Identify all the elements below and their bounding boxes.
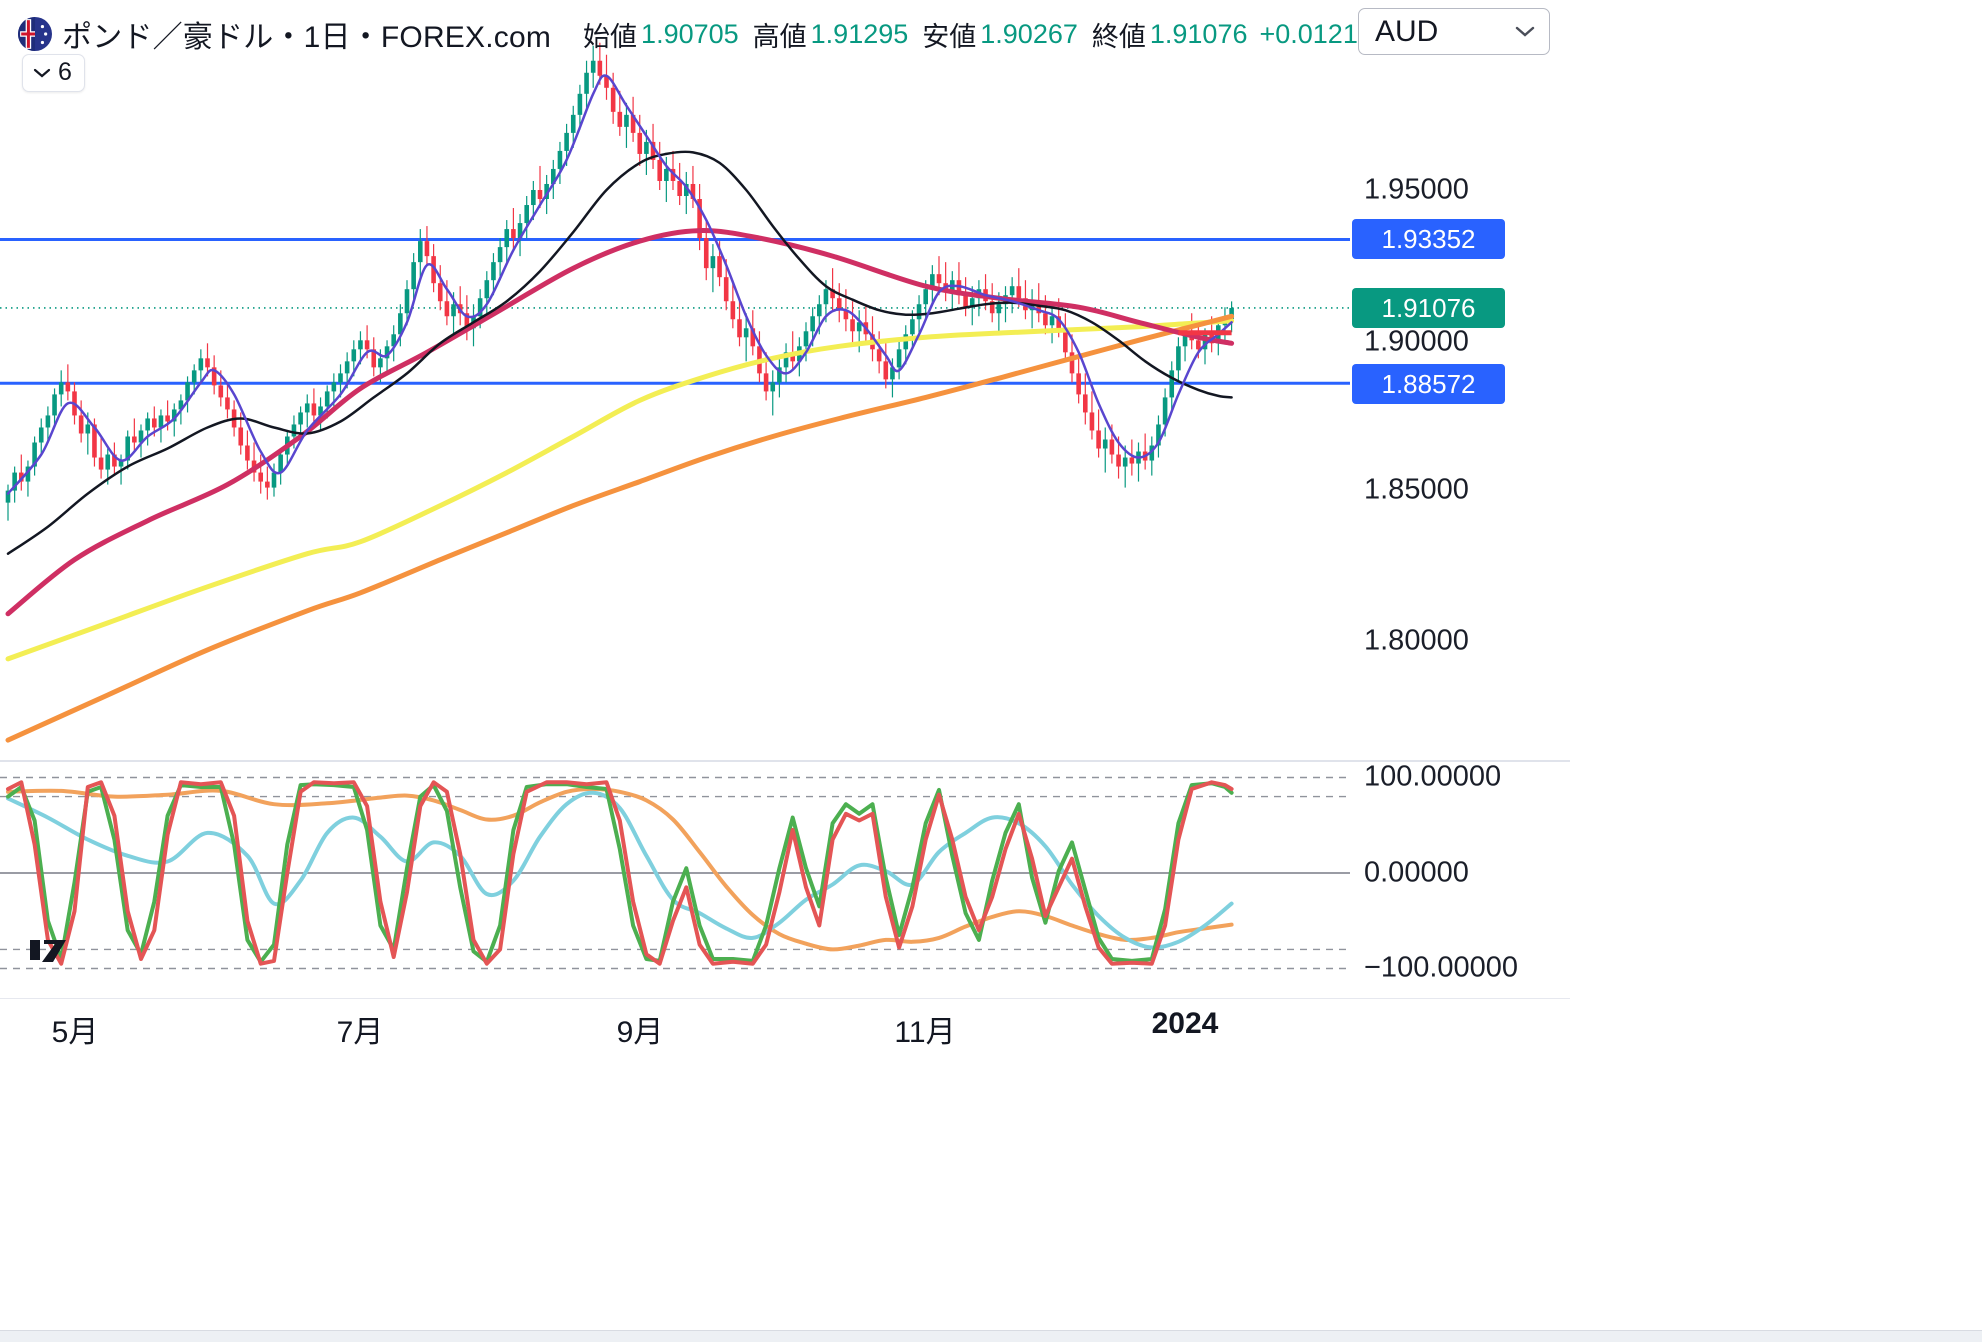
currency-value: AUD [1375, 14, 1439, 48]
price-tick-label: 1.80000 [1364, 624, 1469, 657]
high-label: 高値 [752, 21, 807, 52]
ohlc-readout: 始値 1.90705 高値 1.91295 安値 1.90267 終値 1.91076 … [569, 15, 1491, 54]
close-value: 1.91076 [1149, 18, 1248, 49]
level-price-badge: 1.93352 [1352, 219, 1505, 259]
time-scale[interactable]: 5月 7月 9月 11月 2024 [0, 998, 1570, 1050]
time-tick-label: 5月 [51, 1016, 99, 1049]
tradingview-logo[interactable] [28, 932, 74, 968]
price-tick-label: 1.90000 [1364, 325, 1469, 358]
time-tick-label: 7月 [336, 1016, 384, 1049]
high-value: 1.91295 [810, 18, 909, 49]
chevron-down-icon [1515, 26, 1535, 37]
time-tick-label: 11月 [894, 1016, 956, 1049]
low-label: 安値 [922, 21, 977, 52]
open-label: 始値 [583, 21, 638, 52]
time-tick-label: 9月 [616, 1016, 664, 1049]
price-tick-label: 1.95000 [1364, 173, 1469, 206]
symbol-title[interactable]: ポンド／豪ドル・1日・FOREX.com [62, 21, 552, 54]
level-price-badge: 1.88572 [1352, 364, 1505, 404]
chevron-down-icon [33, 68, 51, 77]
osc-tick-label: −100.00000 [1364, 951, 1519, 984]
symbol-flag-icon [18, 17, 52, 51]
hidden-indicators-count: 6 [58, 58, 72, 86]
bottom-scrollbar[interactable] [0, 1330, 1982, 1342]
close-label: 終値 [1091, 21, 1146, 52]
legend-collapse-button[interactable]: 6 [22, 54, 85, 92]
osc-tick-label: 100.00000 [1364, 760, 1502, 793]
time-tick-label: 2024 [1151, 1007, 1219, 1040]
low-value: 1.90267 [980, 18, 1078, 49]
price-tick-label: 1.85000 [1364, 473, 1469, 506]
osc-tick-label: 0.00000 [1364, 856, 1469, 889]
price-scale[interactable]: 1.95000 1.90000 1.85000 1.80000 1.93352 … [1350, 0, 1982, 998]
currency-selector[interactable]: AUD [1358, 8, 1550, 55]
last-price-badge: 1.91076 [1352, 288, 1505, 328]
pane-divider[interactable] [0, 760, 1570, 762]
symbol-header: ポンド／豪ドル・1日・FOREX.com 始値 1.90705 高値 1.91295… [18, 12, 1491, 56]
open-value: 1.90705 [641, 18, 739, 49]
